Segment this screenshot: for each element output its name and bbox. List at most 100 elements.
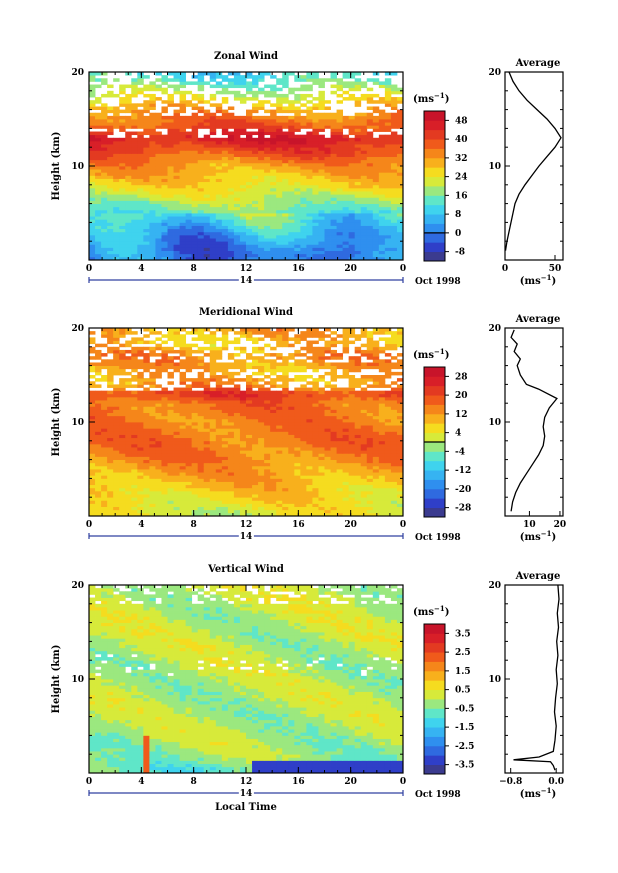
heatmap-cell: [366, 122, 374, 126]
heatmap-cell: [360, 434, 368, 439]
heatmap-cell: [215, 244, 223, 248]
heatmap-cell: [258, 175, 265, 179]
heatmap-cell: [131, 150, 138, 154]
heatmap-cell: [372, 472, 380, 476]
heatmap-cell: [360, 509, 368, 514]
heatmap-cell: [167, 222, 174, 226]
heatmap-cell: [324, 209, 331, 214]
heatmap-cell: [252, 425, 259, 429]
heatmap-cell: [173, 490, 180, 495]
heatmap-cell: [276, 462, 283, 467]
heatmap-cell: [155, 216, 162, 220]
heatmap-cell: [396, 437, 404, 442]
heatmap-cell: [143, 509, 150, 514]
heatmap-cell: [215, 428, 223, 432]
heatmap-cell: [258, 106, 265, 110]
heatmap-cell: [312, 478, 319, 482]
heatmap-cell: [246, 206, 253, 211]
heatmap-cell: [288, 191, 295, 195]
heatmap-cell: [209, 256, 217, 261]
heatmap-cell: [143, 75, 150, 79]
heatmap-cell: [348, 228, 356, 233]
heatmap-cell: [306, 140, 313, 145]
heatmap-cell: [378, 231, 386, 236]
heatmap-cell: [167, 431, 174, 435]
heatmap-cell: [131, 112, 138, 117]
heatmap-cell: [119, 431, 126, 435]
heatmap-cell: [384, 440, 392, 445]
heatmap-cell: [384, 428, 392, 432]
heatmap-cell: [246, 216, 253, 220]
heatmap-cell: [197, 222, 205, 226]
heatmap-cell: [312, 241, 319, 245]
heatmap-cell: [155, 469, 162, 473]
heatmap-cell: [252, 197, 259, 201]
colorbar-tick-label: 16: [455, 191, 468, 201]
heatmap-cell: [197, 484, 205, 489]
heatmap-cell: [246, 447, 253, 451]
heatmap-cell: [294, 172, 301, 176]
heatmap-cell: [179, 512, 187, 517]
heatmap-cell: [209, 78, 217, 82]
heatmap-cell: [203, 241, 211, 245]
heatmap-cell: [101, 175, 108, 179]
heatmap-cell: [95, 403, 102, 407]
heatmap-cell: [246, 125, 253, 129]
heatmap-cell: [131, 447, 138, 451]
heatmap-cell: [294, 506, 301, 511]
heatmap-cell: [276, 231, 283, 236]
heatmap-cell: [233, 459, 241, 464]
heatmap-cell: [246, 140, 253, 145]
heatmap-cell: [107, 244, 114, 248]
heatmap-cell: [390, 497, 398, 501]
heatmap-cell: [191, 434, 199, 439]
heatmap-cell: [288, 418, 295, 423]
heatmap-cell: [342, 222, 350, 226]
heatmap-cell: [179, 159, 187, 164]
heatmap-cell: [203, 462, 211, 467]
heatmap-cell: [300, 187, 307, 192]
heatmap-cell: [89, 119, 96, 123]
heatmap-cell: [215, 469, 223, 473]
heatmap-cell: [203, 244, 211, 248]
heatmap-cell: [366, 406, 374, 410]
heatmap-cell: [282, 93, 289, 98]
heatmap-cell: [348, 122, 356, 126]
heatmap-cell: [360, 503, 368, 507]
heatmap-cell: [125, 109, 132, 114]
heatmap-cell: [384, 169, 392, 173]
heatmap-cell: [101, 241, 108, 245]
heatmap-cell: [221, 244, 229, 248]
heatmap-cell: [155, 131, 162, 136]
colorbar-swatch: [424, 195, 445, 206]
heatmap-cell: [312, 140, 319, 145]
heatmap-cell: [366, 153, 374, 157]
heatmap-cell: [360, 128, 368, 132]
heatmap-cell: [125, 162, 132, 167]
heatmap-cell: [185, 400, 193, 404]
heatmap-cell: [179, 403, 187, 407]
heatmap-cell: [294, 425, 301, 429]
heatmap-cell: [294, 509, 301, 514]
heatmap-cell: [209, 406, 217, 410]
heatmap-cell: [348, 500, 356, 504]
heatmap-cell: [215, 162, 223, 167]
heatmap-cell: [336, 128, 344, 132]
heatmap-cell: [233, 78, 241, 82]
heatmap-cell: [336, 238, 344, 242]
heatmap-cell: [366, 478, 374, 482]
heatmap-cell: [258, 497, 265, 501]
heatmap-cell: [149, 203, 156, 208]
heatmap-cell: [161, 428, 168, 432]
heatmap-cell: [185, 194, 193, 198]
heatmap-cell: [119, 153, 126, 157]
heatmap-cell: [288, 481, 295, 486]
heatmap-cell: [366, 140, 374, 145]
heatmap-cell: [378, 175, 386, 179]
panel-title: Zonal Wind: [214, 51, 278, 62]
heatmap-cell: [197, 109, 205, 114]
heatmap-cell: [161, 453, 168, 457]
heatmap-cell: [185, 503, 193, 507]
heatmap-cell: [378, 159, 386, 164]
